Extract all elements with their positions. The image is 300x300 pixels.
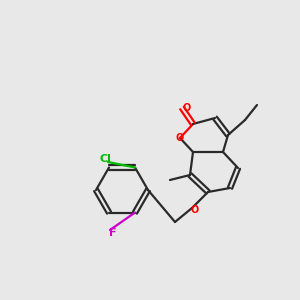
Text: O: O	[191, 205, 199, 215]
Text: O: O	[183, 103, 191, 113]
Text: O: O	[176, 133, 184, 143]
Text: F: F	[109, 228, 117, 238]
Text: Cl: Cl	[99, 154, 111, 164]
